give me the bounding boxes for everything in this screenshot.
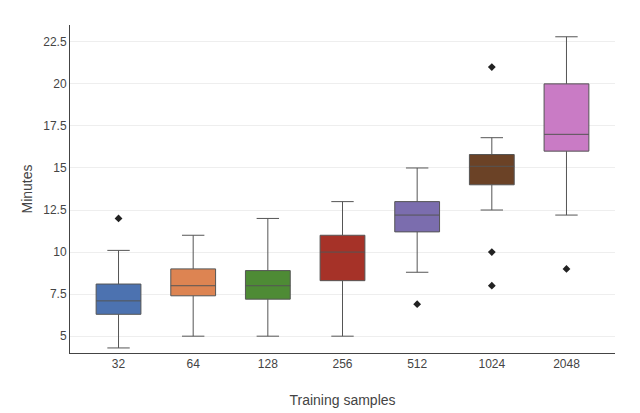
svg-text:512: 512 — [407, 357, 427, 371]
svg-text:2048: 2048 — [553, 357, 580, 371]
svg-text:22.5: 22.5 — [43, 35, 67, 49]
svg-text:17.5: 17.5 — [43, 119, 67, 133]
svg-text:32: 32 — [112, 357, 126, 371]
svg-text:15: 15 — [53, 161, 67, 175]
svg-text:5: 5 — [60, 329, 67, 343]
svg-text:7.5: 7.5 — [50, 287, 67, 301]
svg-text:64: 64 — [187, 357, 201, 371]
svg-text:1024: 1024 — [478, 357, 505, 371]
svg-text:128: 128 — [258, 357, 278, 371]
svg-text:12.5: 12.5 — [43, 203, 67, 217]
svg-text:256: 256 — [332, 357, 352, 371]
svg-text:Minutes: Minutes — [19, 164, 35, 213]
svg-text:10: 10 — [53, 245, 67, 259]
svg-text:Training samples: Training samples — [289, 392, 395, 408]
svg-text:20: 20 — [53, 77, 67, 91]
